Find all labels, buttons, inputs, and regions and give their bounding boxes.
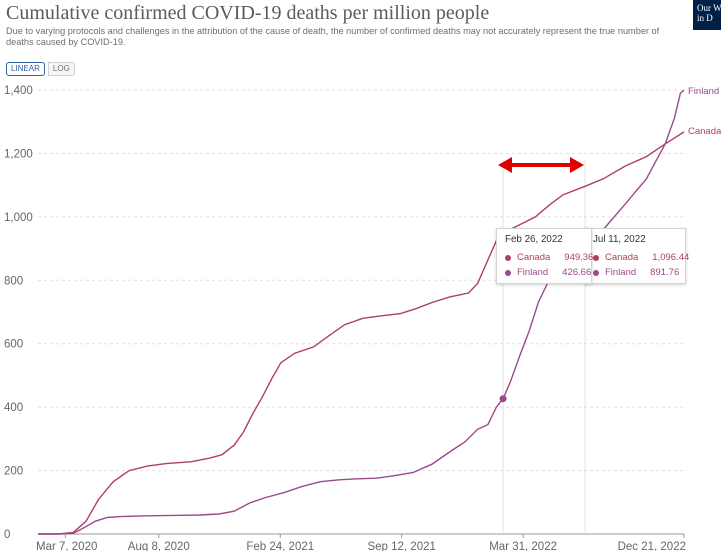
y-tick-label: 1,400 — [4, 85, 33, 97]
tooltip-feb-26-2022: Feb 26, 2022 Canada 949.36 Finland 426.6… — [496, 228, 593, 284]
tooltip-row-canada: Canada 949.36 — [505, 250, 593, 265]
logo-line-1: Our W — [697, 3, 721, 13]
y-tick-label: 0 — [4, 529, 10, 541]
finland-color-dot — [593, 269, 599, 276]
x-tick-label: Sep 12, 2021 — [367, 541, 435, 551]
our-world-in-data-logo[interactable]: Our W in D — [693, 0, 721, 30]
hover-point-finland — [499, 395, 507, 403]
tooltip-series-value: 949.36 — [564, 252, 594, 263]
tooltip-series-name: Finland — [605, 267, 637, 278]
y-tick-label: 400 — [4, 402, 23, 414]
chart-subtitle: Due to varying protocols and challenges … — [6, 26, 660, 47]
y-tick-label: 200 — [4, 466, 23, 478]
tooltip-row-canada: Canada 1,096.44 — [593, 250, 689, 265]
tooltip-series-value: 1,096.44 — [652, 252, 690, 263]
scale-toggle-group: LINEAR LOG — [6, 62, 75, 76]
series-line-canada[interactable] — [38, 131, 685, 535]
tooltip-series-name: Finland — [517, 267, 549, 278]
tooltip-date: Feb 26, 2022 — [505, 234, 563, 245]
tooltip-date: Jul 11, 2022 — [593, 234, 646, 245]
y-tick-label: 800 — [4, 275, 23, 287]
canada-color-dot — [505, 254, 511, 261]
x-tick-label: Aug 8, 2020 — [128, 541, 190, 551]
logo-line-2: in D — [697, 13, 713, 23]
tooltip-row-finland: Finland 426.66 — [505, 265, 591, 280]
x-tick-label: Mar 31, 2022 — [489, 541, 557, 551]
y-tick-label: 1,200 — [4, 148, 33, 160]
canada-color-dot — [593, 254, 599, 261]
x-tick-label: Feb 24, 2021 — [246, 541, 314, 551]
tooltip-jul-11-2022: Jul 11, 2022 Canada 1,096.44 Finland 891… — [584, 228, 689, 284]
tooltip-row-finland: Finland 891.76 — [593, 265, 680, 280]
x-tick-label: Mar 7, 2020 — [36, 541, 97, 551]
tooltip-series-value: 891.76 — [650, 267, 680, 278]
linear-scale-button[interactable]: LINEAR — [6, 62, 45, 76]
series-label-canada[interactable]: Canada — [688, 126, 721, 137]
series-label-finland[interactable]: Finland — [688, 86, 719, 97]
log-scale-button[interactable]: LOG — [47, 62, 75, 76]
tooltip-series-name: Canada — [517, 252, 551, 263]
chart-title: Cumulative confirmed COVID-19 deaths per… — [6, 2, 490, 24]
y-tick-label: 1,000 — [4, 212, 33, 224]
tooltip-series-value: 426.66 — [562, 267, 592, 278]
series-line-finland[interactable] — [38, 89, 685, 535]
annotation-arrow-head-left — [498, 157, 512, 173]
annotation-arrow-head-right — [570, 157, 584, 173]
y-tick-label: 600 — [4, 339, 23, 351]
x-tick-label: Dec 21, 2022 — [618, 541, 686, 551]
finland-color-dot — [505, 269, 511, 276]
tooltip-series-name: Canada — [605, 252, 639, 263]
